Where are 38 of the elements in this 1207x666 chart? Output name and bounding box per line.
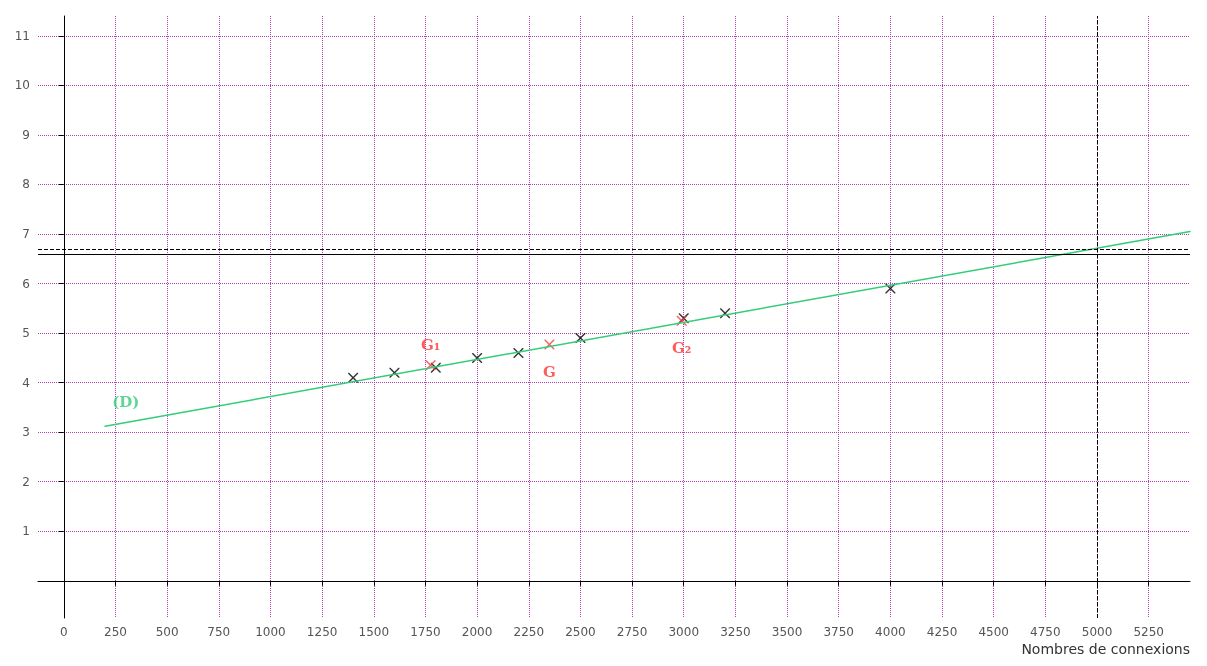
x-tick-label: 4250 bbox=[926, 625, 958, 639]
x-tick-label: 0 bbox=[60, 625, 68, 639]
y-tick-label: 9 bbox=[22, 127, 30, 142]
x-tick-label: 5000 bbox=[1081, 625, 1113, 639]
x-tick-label: 250 bbox=[104, 625, 127, 639]
y-tick-label: 4 bbox=[22, 375, 30, 390]
x-tick-label: 2000 bbox=[461, 625, 493, 639]
annotation: G₂ bbox=[671, 339, 692, 358]
x-tick-label: 1750 bbox=[410, 625, 441, 639]
x-tick-label: 4750 bbox=[1030, 625, 1061, 639]
x-tick-label: 750 bbox=[207, 625, 231, 639]
x-tick-label: 3250 bbox=[720, 625, 751, 639]
annotation: (D) bbox=[112, 392, 140, 411]
x-tick-label: 2250 bbox=[513, 625, 545, 639]
annotation: G bbox=[543, 363, 556, 381]
y-tick-label: 5 bbox=[22, 326, 30, 341]
y-tick-label: 6 bbox=[22, 276, 30, 291]
x-tick-label: 1000 bbox=[255, 625, 286, 639]
x-tick-label: 3750 bbox=[823, 625, 854, 639]
y-tick-label: 2 bbox=[22, 474, 30, 489]
x-tick-label: 500 bbox=[155, 625, 179, 639]
y-tick-label: 1 bbox=[22, 524, 30, 539]
x-tick-label: 4500 bbox=[978, 625, 1009, 639]
x-tick-label: 2500 bbox=[565, 625, 596, 639]
x-tick-label: 3500 bbox=[771, 625, 803, 639]
x-tick-label: 2750 bbox=[616, 625, 648, 639]
y-tick-label: 7 bbox=[22, 227, 30, 242]
x-axis-title: Nombres de connexions bbox=[1021, 641, 1191, 657]
x-tick-label: 4000 bbox=[875, 625, 906, 639]
x-tick-label: 5250 bbox=[1133, 625, 1164, 639]
x-tick-label: 1250 bbox=[306, 625, 338, 639]
y-tick-label: 3 bbox=[22, 425, 30, 440]
annotation: G₁ bbox=[420, 335, 441, 354]
x-tick-label: 3000 bbox=[668, 625, 700, 639]
y-tick-label: 11 bbox=[14, 28, 30, 43]
x-tick-label: 1500 bbox=[358, 625, 390, 639]
y-tick-label: 10 bbox=[14, 78, 30, 93]
y-tick-label: 8 bbox=[22, 177, 30, 192]
